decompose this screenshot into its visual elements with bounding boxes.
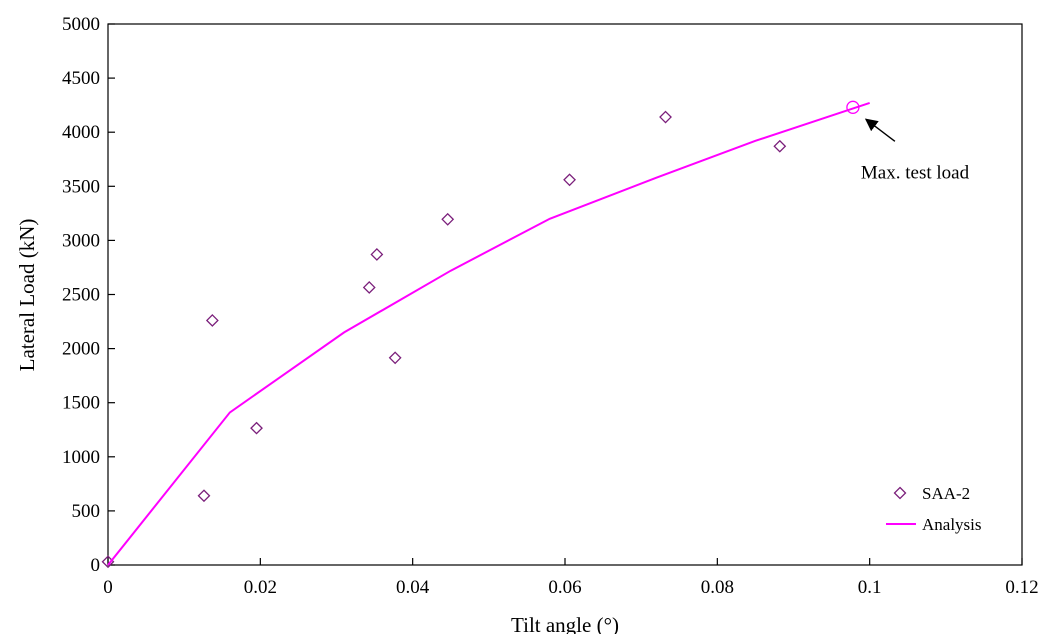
y-tick-label: 2500 xyxy=(62,285,100,306)
analysis-line xyxy=(107,102,870,566)
data-point xyxy=(388,351,402,365)
x-tick-label: 0.08 xyxy=(701,577,734,598)
data-point xyxy=(773,139,787,153)
legend-swatch-diamond xyxy=(893,486,907,500)
y-tick-label: 5000 xyxy=(62,14,100,35)
data-point xyxy=(441,212,455,226)
y-tick-label: 4500 xyxy=(62,68,100,89)
y-tick-label: 1000 xyxy=(62,447,100,468)
data-point xyxy=(205,314,219,327)
annotation-layer: Max. test load xyxy=(846,100,970,183)
plot-frame xyxy=(107,23,1023,566)
y-axis: 0 500 1000 1500 2000 2500 3000 3500 4000 4500 5000 xyxy=(62,14,115,576)
data-point xyxy=(563,173,576,187)
series-layer xyxy=(101,102,870,569)
y-tick-label: 2000 xyxy=(62,339,100,360)
data-point xyxy=(362,281,376,294)
data-point xyxy=(250,421,263,435)
x-tick-label: 0.06 xyxy=(548,577,581,598)
x-tick-label: 0.12 xyxy=(1005,577,1038,598)
data-point xyxy=(659,110,672,124)
annotation-arrow xyxy=(864,118,896,142)
legend: SAA-2 Analysis xyxy=(886,484,982,534)
data-point xyxy=(370,248,384,261)
x-axis-title: Tilt angle (°) xyxy=(511,613,619,634)
data-point xyxy=(197,489,211,503)
legend-label: Analysis xyxy=(922,515,982,534)
x-axis: 0 0.02 0.04 0.06 0.08 0.1 0.12 xyxy=(103,558,1039,598)
annotation-label: Max. test load xyxy=(861,162,970,183)
x-tick-label: 0.04 xyxy=(396,577,430,598)
x-tick-label: 0.1 xyxy=(858,577,882,598)
y-tick-label: 0 xyxy=(91,555,101,576)
legend-label: SAA-2 xyxy=(922,484,970,503)
y-tick-label: 4000 xyxy=(62,122,100,143)
y-tick-label: 1500 xyxy=(62,393,100,414)
x-tick-label: 0.02 xyxy=(244,577,277,598)
y-tick-label: 3000 xyxy=(62,230,100,251)
max-test-load-marker xyxy=(846,100,860,114)
y-tick-label: 3500 xyxy=(62,176,100,197)
x-tick-label: 0 xyxy=(103,577,113,598)
y-axis-title: Lateral Load (kN) xyxy=(15,219,39,372)
y-tick-label: 500 xyxy=(72,501,101,522)
